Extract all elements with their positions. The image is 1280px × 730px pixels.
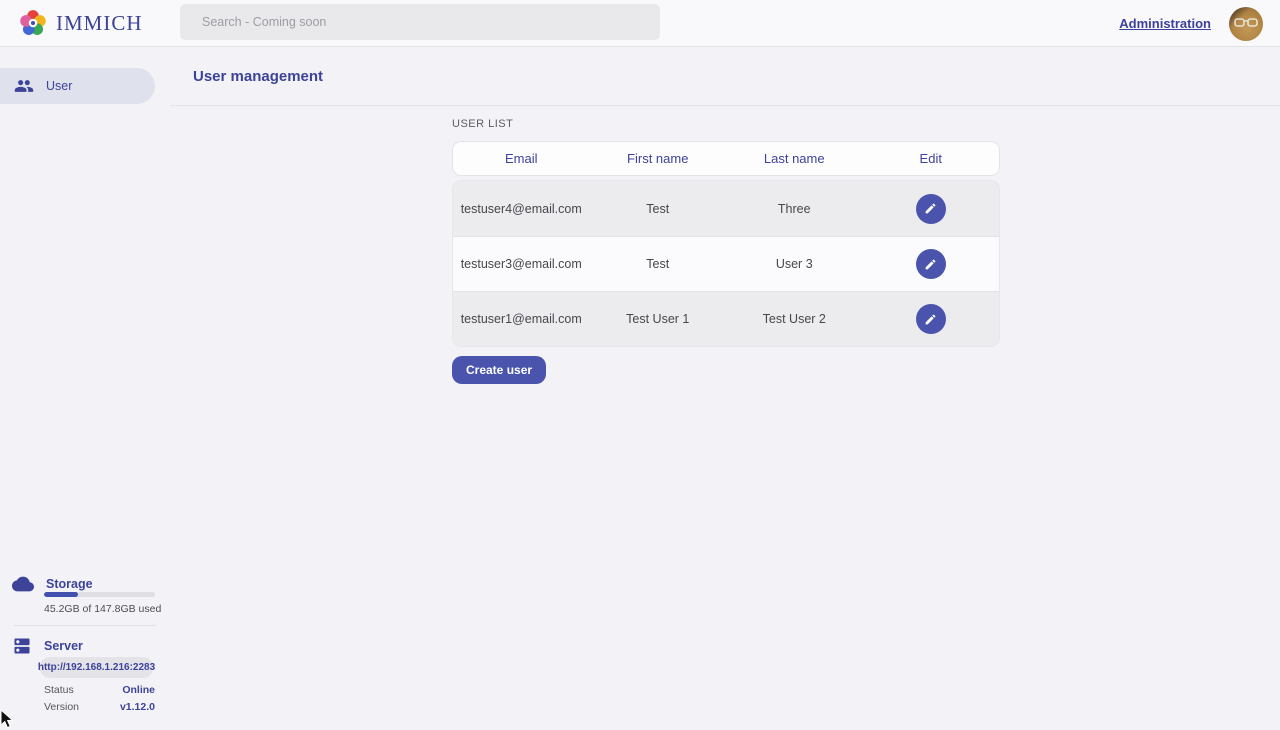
edit-cell: [863, 193, 1000, 224]
storage-title: Storage: [46, 577, 93, 591]
storage-progress-bar: [44, 592, 155, 597]
create-user-button[interactable]: Create user: [452, 356, 547, 384]
search-input[interactable]: [180, 4, 660, 40]
user-last-name: User 3: [775, 257, 813, 271]
table-row: testuser4@email.com Test Three: [453, 181, 999, 236]
sidebar: User Storage 45.2GB of 147.8GB used Serv…: [0, 47, 170, 730]
top-navigation-bar: IMMICH Administration: [0, 0, 1280, 47]
user-last-name: Three: [777, 201, 811, 216]
brand-wordmark: IMMICH: [56, 10, 143, 35]
user-email: testuser3@email.com: [460, 257, 582, 271]
brand[interactable]: IMMICH: [0, 8, 162, 38]
server-section-header: Server: [12, 636, 83, 656]
immich-logo-icon: [20, 10, 46, 35]
edit-user-button[interactable]: [915, 193, 946, 224]
edit-cell: [863, 304, 1000, 334]
storage-usage-text: 45.2GB of 147.8GB used: [44, 603, 162, 615]
eyeglasses-icon: [1234, 17, 1258, 27]
table-header: Email First name Last name Edit: [452, 141, 1000, 176]
column-header-first-name: First name: [627, 151, 689, 166]
user-last-name: Test User 2: [762, 312, 826, 326]
sidebar-divider: [14, 625, 156, 626]
table-row: testuser3@email.com Test User 3: [453, 236, 999, 291]
table-row: testuser1@email.com Test User 1 Test Use…: [453, 291, 999, 346]
main-content: User management USER LIST Email First na…: [170, 47, 1280, 730]
server-url-badge: http://192.168.1.216:2283: [38, 657, 155, 678]
column-header-last-name: Last name: [763, 151, 825, 166]
cloud-icon: [12, 576, 34, 592]
column-header-edit: Edit: [919, 151, 942, 166]
pencil-icon: [925, 314, 936, 324]
edit-user-button[interactable]: [915, 249, 946, 279]
page-title: User management: [193, 67, 324, 85]
user-first-name: Test User 1: [626, 312, 690, 326]
server-status-row: Status Online: [44, 684, 155, 696]
user-email: testuser1@email.com: [460, 312, 582, 326]
version-label: Version: [44, 701, 80, 713]
administration-link[interactable]: Administration: [1119, 16, 1211, 31]
page-header: User management: [170, 47, 1280, 106]
storage-progress-fill: [44, 592, 78, 597]
column-header-email: Email: [504, 151, 538, 166]
server-title: Server: [44, 639, 83, 653]
user-email: testuser4@email.com: [460, 201, 582, 216]
pencil-icon: [925, 259, 936, 269]
status-value: Online: [122, 684, 155, 696]
users-group-icon: [14, 80, 34, 92]
storage-section-header: Storage: [12, 573, 93, 595]
server-dns-icon: [14, 638, 30, 654]
search-bar: [180, 4, 660, 40]
status-label: Status: [44, 684, 74, 696]
server-version-row: Version v1.12.0: [44, 701, 155, 713]
topbar-right: Administration: [1119, 0, 1263, 47]
section-title: USER LIST: [452, 118, 514, 130]
user-table-body: testuser4@email.com Test Three testuser3…: [452, 180, 1000, 347]
edit-user-button[interactable]: [915, 304, 946, 334]
edit-cell: [863, 249, 1000, 279]
user-first-name: Test: [646, 257, 670, 271]
pencil-icon: [925, 203, 936, 214]
user-first-name: Test: [646, 201, 670, 216]
mouse-cursor: [0, 709, 14, 729]
sidebar-item-user[interactable]: User: [0, 68, 155, 104]
user-avatar[interactable]: [1229, 6, 1263, 41]
sidebar-item-user-label: User: [46, 79, 73, 93]
version-value: v1.12.0: [119, 701, 155, 713]
